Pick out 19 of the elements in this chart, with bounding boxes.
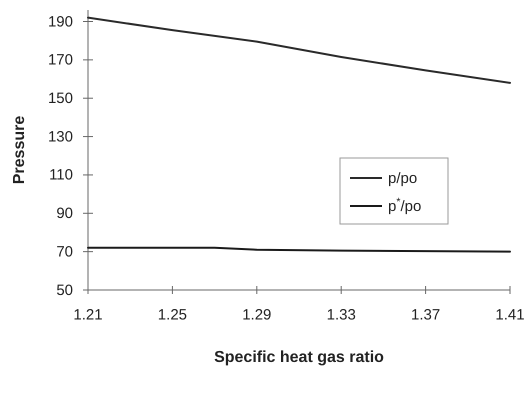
line-series (87, 16, 511, 84)
y-tick-label: 150 (48, 90, 73, 108)
y-tick-label: 190 (48, 13, 73, 30)
y-tick-label: 90 (56, 205, 73, 222)
x-tick-label: 1.33 (326, 306, 356, 324)
x-axis-title: Specific heat gas ratio (214, 349, 384, 366)
x-tick-label: 1.37 (411, 306, 440, 324)
y-axis-title: Pressure (11, 116, 28, 184)
y-tick-label: 70 (56, 243, 73, 260)
y-tick-label: 130 (48, 128, 73, 146)
y-tick-label: 110 (49, 166, 73, 184)
x-tick-label: 1.21 (73, 306, 103, 324)
y-tick-label: 170 (48, 52, 73, 69)
x-tick-label: 1.25 (158, 306, 187, 324)
x-tick-label: 1.41 (495, 306, 525, 324)
x-tick-label: 1.29 (242, 306, 272, 324)
y-tick-label: 50 (56, 282, 73, 299)
legend-label: p/po (388, 170, 418, 187)
legend-label: p$^{*}$/po (388, 196, 422, 215)
